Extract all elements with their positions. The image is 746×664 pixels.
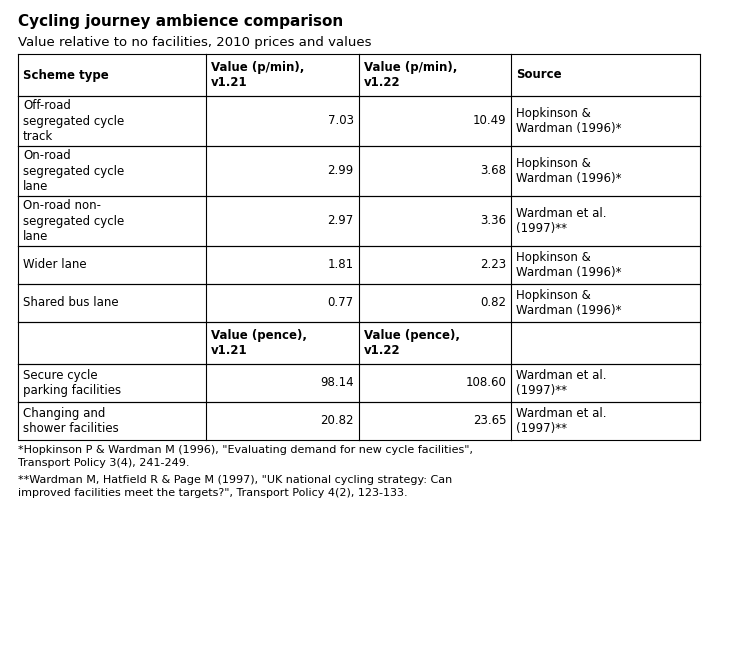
Text: Wardman et al.
(1997)**: Wardman et al. (1997)**: [516, 369, 607, 397]
Text: Hopkinson &
Wardman (1996)*: Hopkinson & Wardman (1996)*: [516, 157, 622, 185]
Text: Wardman et al.
(1997)**: Wardman et al. (1997)**: [516, 407, 607, 435]
Text: 7.03: 7.03: [327, 114, 354, 127]
Text: Cycling journey ambience comparison: Cycling journey ambience comparison: [18, 14, 343, 29]
Text: Hopkinson &
Wardman (1996)*: Hopkinson & Wardman (1996)*: [516, 251, 622, 280]
Text: 10.49: 10.49: [473, 114, 507, 127]
Text: 1.81: 1.81: [327, 258, 354, 272]
Text: Wider lane: Wider lane: [23, 258, 87, 272]
Text: Value (p/min),
v1.21: Value (p/min), v1.21: [211, 60, 304, 89]
Text: Off-road
segregated cycle
track: Off-road segregated cycle track: [23, 99, 125, 143]
Text: Value (pence),
v1.21: Value (pence), v1.21: [211, 329, 307, 357]
Text: On-road
segregated cycle
lane: On-road segregated cycle lane: [23, 149, 125, 193]
Text: Secure cycle
parking facilities: Secure cycle parking facilities: [23, 369, 121, 397]
Text: Value relative to no facilities, 2010 prices and values: Value relative to no facilities, 2010 pr…: [18, 36, 372, 49]
Text: Changing and
shower facilities: Changing and shower facilities: [23, 407, 119, 435]
Text: Source: Source: [516, 68, 562, 82]
Text: 2.23: 2.23: [480, 258, 507, 272]
Text: Scheme type: Scheme type: [23, 68, 109, 82]
Text: Value (p/min),
v1.22: Value (p/min), v1.22: [364, 60, 457, 89]
Text: 3.36: 3.36: [480, 214, 507, 228]
Text: 0.77: 0.77: [327, 297, 354, 309]
Text: Hopkinson &
Wardman (1996)*: Hopkinson & Wardman (1996)*: [516, 289, 622, 317]
Text: Shared bus lane: Shared bus lane: [23, 297, 119, 309]
Text: 108.60: 108.60: [466, 376, 507, 390]
Text: 2.99: 2.99: [327, 165, 354, 177]
Text: Value (pence),
v1.22: Value (pence), v1.22: [364, 329, 460, 357]
Text: *Hopkinson P & Wardman M (1996), "Evaluating demand for new cycle facilities",
T: *Hopkinson P & Wardman M (1996), "Evalua…: [18, 445, 473, 468]
Text: On-road non-
segregated cycle
lane: On-road non- segregated cycle lane: [23, 199, 125, 243]
Text: 3.68: 3.68: [480, 165, 507, 177]
Text: 2.97: 2.97: [327, 214, 354, 228]
Text: 23.65: 23.65: [473, 414, 507, 428]
Text: Hopkinson &
Wardman (1996)*: Hopkinson & Wardman (1996)*: [516, 107, 622, 135]
Text: Wardman et al.
(1997)**: Wardman et al. (1997)**: [516, 207, 607, 235]
Text: 0.82: 0.82: [480, 297, 507, 309]
Text: 20.82: 20.82: [320, 414, 354, 428]
Text: **Wardman M, Hatfield R & Page M (1997), "UK national cycling strategy: Can
impr: **Wardman M, Hatfield R & Page M (1997),…: [18, 475, 452, 498]
Text: 98.14: 98.14: [320, 376, 354, 390]
